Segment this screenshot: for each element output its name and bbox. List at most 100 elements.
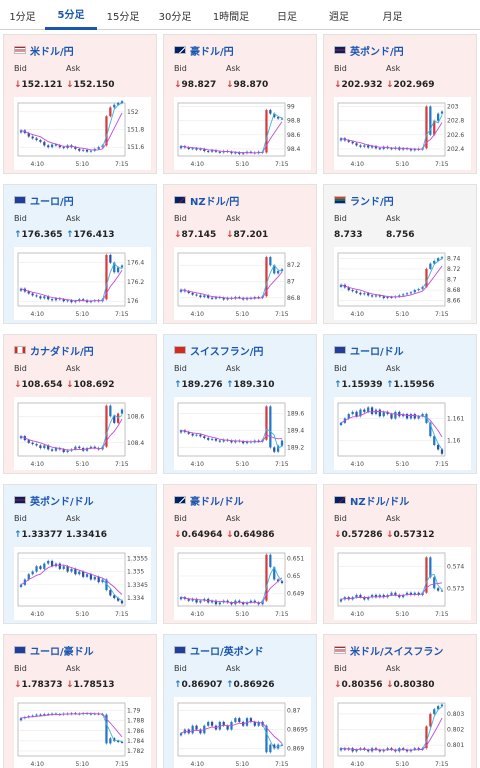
currency-card[interactable]: カナダドル/円 Bid Ask ↓108.654 ↓108.692 108.6 108.4 4… (3, 334, 157, 474)
bid-value: 108.654 (21, 380, 63, 390)
candle-body (390, 414, 393, 419)
candle-body (199, 729, 202, 734)
price-chart[interactable]: 1.161 1.16 4:10 5:10 7:15 (334, 397, 471, 470)
y-tick-label: 8.74 (447, 255, 461, 262)
x-tick-label: 7:15 (275, 161, 289, 168)
candle-body (93, 446, 96, 449)
currency-card[interactable]: ユーロ/豪ドル Bid Ask ↓1.78373 ↓1.78513 1.79 1.788 1.… (3, 634, 157, 768)
price-chart[interactable]: 99 98.8 98.6 98.4 4:10 5:10 7:15 (174, 97, 311, 170)
price-chart[interactable]: 189.6 189.4 189.2 4:10 5:10 7:15 (174, 397, 311, 470)
pair-name-link[interactable]: ユーロ/豪ドル (30, 647, 94, 658)
pair-name-link[interactable]: ランド/円 (350, 197, 394, 208)
price-chart[interactable]: 1.3355 1.335 1.3345 1.334 4:10 5:10 7:15 (14, 547, 151, 620)
candle-body (386, 748, 389, 750)
price-chart[interactable]: 152 151.8 151.6 4:10 5:10 7:15 (14, 97, 151, 170)
bid-value-wrap: ↓87.145 (174, 230, 216, 240)
x-tick-label: 4:10 (31, 611, 45, 618)
candle-body (47, 560, 50, 564)
candle-body (120, 101, 124, 103)
pair-name-link[interactable]: ユーロ/ドル (350, 347, 404, 358)
tab-1[interactable]: 5分足 (45, 0, 97, 30)
price-chart[interactable]: 0.87 0.8695 0.869 4:10 5:10 7:15 (174, 697, 311, 768)
currency-card[interactable]: ユーロ/英ポンド Bid Ask ↑0.86907 ↑0.86926 0.87 0.8695… (163, 634, 317, 768)
currency-card[interactable]: スイスフラン/円 Bid Ask ↑189.276 ↑189.310 189.6 189.4… (163, 334, 317, 474)
candle-body (339, 599, 343, 602)
y-tick-label: 1.3345 (127, 582, 148, 589)
currency-card[interactable]: 米ドル/スイスフラン Bid Ask ↓0.80356 ↓0.80380 0.803 0.8… (323, 634, 477, 768)
price-chart[interactable]: 176.4 176.2 176 4:10 5:10 7:15 (14, 247, 151, 320)
price-chart[interactable]: 87.2 87 86.8 4:10 5:10 7:15 (174, 247, 311, 320)
pair-name-link[interactable]: 米ドル/スイスフラン (350, 647, 444, 658)
candle-body (359, 145, 362, 147)
candle-body (43, 563, 46, 569)
currency-card[interactable]: NZドル/ドル Bid Ask ↓0.57286 ↓0.57312 0.574 0.573 4… (323, 484, 477, 624)
price-chart[interactable]: 108.6 108.4 4:10 5:10 7:15 (14, 397, 151, 470)
price-chart[interactable]: 203 202.8 202.6 202.4 4:10 5:10 7:15 (334, 97, 471, 170)
us-ch-flag (334, 646, 346, 654)
tab-7[interactable]: 月足 (382, 11, 403, 23)
candle-body (199, 295, 202, 298)
candle-body (199, 600, 202, 603)
arrow-down-icon: ↓ (174, 530, 182, 540)
candle-body (218, 440, 221, 442)
bid-label: Bid (174, 514, 187, 523)
pair-name-link[interactable]: ユーロ/円 (30, 197, 74, 208)
candle-body (374, 748, 378, 750)
pair-name-link[interactable]: 米ドル/円 (30, 47, 74, 58)
tab-3[interactable]: 30分足 (158, 11, 192, 23)
tab-0[interactable]: 1分足 (9, 11, 36, 23)
y-tick-label: 87 (287, 279, 295, 286)
candle-body (230, 602, 233, 605)
candle-body (214, 150, 218, 152)
currency-card[interactable]: ランド/円 Bid Ask 8.733 8.756 8.74 8.72 8.7 8.68 8.66… (323, 184, 477, 324)
price-chart[interactable]: 0.803 0.802 0.801 4:10 5:10 7:15 (334, 697, 471, 768)
candle-body (429, 106, 432, 135)
ask-value: 0.86926 (233, 680, 275, 690)
pair-name-link[interactable]: カナダドル/円 (30, 347, 94, 358)
price-chart[interactable]: 0.574 0.573 4:10 5:10 7:15 (334, 547, 471, 620)
pair-name-link[interactable]: ユーロ/英ポンド (190, 647, 264, 658)
currency-card[interactable]: 英ポンド/円 Bid Ask ↓202.932 ↓202.969 203 202.8 202.… (323, 34, 477, 174)
pair-name-link[interactable]: 英ポンド/ドル (30, 497, 94, 508)
currency-card[interactable]: NZドル/円 Bid Ask ↓87.145 ↓87.201 87.2 87 86.8 4:10… (163, 184, 317, 324)
candle-body (195, 148, 198, 150)
currency-card[interactable]: ユーロ/ドル Bid Ask ↑1.15939 ↑1.15956 1.161 1.16 4:1… (323, 334, 477, 474)
currency-card[interactable]: 米ドル/円 Bid Ask ↓152.121 ↓152.150 152 151.8 151.6… (3, 34, 157, 174)
pair-name-link[interactable]: 豪ドル/ドル (190, 497, 244, 508)
y-tick-label: 1.79 (127, 708, 141, 715)
tab-2[interactable]: 15分足 (106, 11, 140, 23)
x-tick-label: 4:10 (31, 761, 45, 768)
price-chart[interactable]: 1.79 1.788 1.786 1.784 1.782 4:10 5:10 7:15 (14, 697, 151, 768)
candle-body (363, 748, 366, 750)
currency-card[interactable]: 豪ドル/ドル Bid Ask ↓0.64964 ↓0.64986 0.651 0.65 0.6… (163, 484, 317, 624)
pair-name-link[interactable]: NZドル/ドル (350, 497, 410, 508)
currency-card[interactable]: 豪ドル/円 Bid Ask ↓98.827 ↓98.870 99 98.8 98.6 98.4 4… (163, 34, 317, 174)
pair-name-link[interactable]: 英ポンド/円 (350, 47, 404, 58)
arrow-down-icon: ↓ (226, 530, 234, 540)
price-chart[interactable]: 8.74 8.72 8.7 8.68 8.66 4:10 5:10 7:15 (334, 247, 471, 320)
y-tick-label: 151.6 (127, 144, 144, 151)
tab-5[interactable]: 日足 (277, 11, 297, 23)
tab-4[interactable]: 1時間足 (212, 11, 250, 23)
chart-svg: 152 151.8 151.6 4:10 5:10 7:15 (17, 99, 144, 168)
candle-body (440, 449, 444, 454)
pair-name-link[interactable]: スイスフラン/円 (190, 347, 264, 358)
currency-card[interactable]: ユーロ/円 Bid Ask ↑176.365 ↑176.413 176.4 176.2 176… (3, 184, 157, 324)
y-tick-label: 1.335 (127, 569, 144, 576)
moving-average-line (180, 271, 283, 299)
y-tick-label: 202.6 (447, 132, 464, 139)
candle-body (50, 299, 54, 301)
candle-body (179, 733, 183, 736)
candle-body (402, 594, 405, 598)
tab-6[interactable]: 週足 (329, 11, 349, 23)
short-average-line (102, 713, 123, 743)
candle-body (413, 592, 416, 595)
candle-body (35, 714, 38, 716)
ask-label: Ask (66, 64, 81, 73)
currency-card[interactable]: 英ポンド/ドル Bid Ask ↑1.33377 1.33416 1.3355 1.335 1… (3, 484, 157, 624)
price-chart[interactable]: 0.651 0.65 0.649 4:10 5:10 7:15 (174, 547, 311, 620)
y-tick-label: 1.788 (127, 718, 144, 725)
pair-name-link[interactable]: 豪ドル/円 (190, 47, 234, 58)
pair-name-link[interactable]: NZドル/円 (190, 197, 240, 208)
x-tick-label: 4:10 (31, 161, 45, 168)
